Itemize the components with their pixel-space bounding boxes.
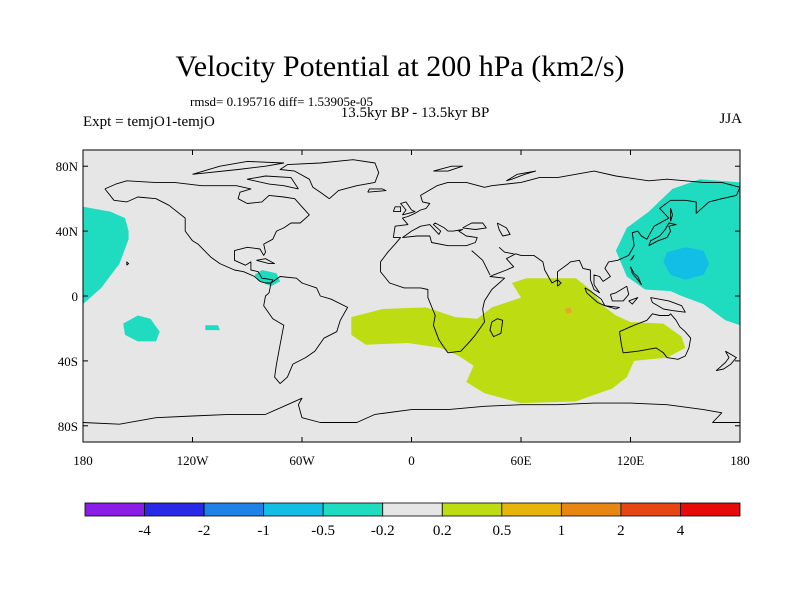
colorbar-label: 2	[617, 523, 625, 539]
borneo-coast	[609, 285, 630, 302]
afro-eurasia-coast	[380, 170, 741, 354]
contour-regions	[83, 179, 740, 404]
region-western-pacific-core	[663, 247, 709, 280]
colorbar-swatch	[263, 502, 324, 517]
region-north-pacific-negative	[83, 206, 129, 305]
colorbar-swatch	[322, 502, 384, 517]
colorbar-label: -0.5	[311, 523, 335, 539]
british-isles-coast	[400, 201, 416, 216]
mediterranean-coast	[402, 222, 478, 247]
philippines-coast	[630, 266, 642, 286]
sakhalin-coast	[670, 207, 673, 222]
region-south-atlantic-indian-positive	[351, 278, 686, 404]
antarctica-coast	[82, 397, 740, 425]
y-tick-label: 0	[72, 289, 79, 304]
x-tick-label: 60W	[289, 453, 315, 468]
x-tick-label: 180	[73, 453, 93, 468]
novaya-zemlya-coast	[506, 170, 537, 182]
x-tick-label: 60E	[511, 453, 532, 468]
experiment-label: Expt = temjO1-temjO	[83, 114, 215, 130]
madagascar-coast	[489, 318, 504, 338]
coastlines	[82, 159, 741, 425]
x-tick-label: 180	[730, 453, 750, 468]
caspian-coast	[496, 222, 511, 237]
y-tick-label: 40N	[56, 224, 79, 239]
sea-islands-coast	[628, 297, 639, 305]
axis-ticks: 80N 40N 0 40S 80S 180 120W 60W 0 60E 120E 180	[56, 150, 750, 468]
y-tick-label: 80S	[58, 419, 78, 434]
baffin-coast	[246, 175, 299, 190]
svalbard-coast	[433, 165, 464, 172]
ireland-coast	[392, 206, 402, 213]
y-tick-label: 40S	[58, 354, 78, 369]
colorbar-swatch	[84, 502, 145, 517]
north-america-coast	[104, 180, 310, 284]
region-central-america-negative	[254, 270, 281, 287]
colorbar-swatch	[501, 502, 562, 517]
colorbar-swatch	[680, 502, 741, 517]
colorbar-label: 0.2	[433, 523, 452, 539]
colorbar-swatch	[441, 502, 503, 517]
arctic-islands-coast	[192, 160, 285, 175]
colorbar-label: 1	[558, 523, 566, 539]
colorbar: -4 -2 -1 -0.5 -0.2 0.2 0.5 1 2 4	[84, 502, 741, 539]
australia-coast	[619, 313, 692, 360]
colorbar-label: 4	[677, 523, 685, 539]
red-sea-coast	[471, 250, 491, 276]
colorbar-swatch	[144, 502, 205, 517]
hawaii-coast	[126, 261, 130, 266]
persian-gulf-coast	[498, 246, 514, 255]
new-zealand-coast	[715, 350, 737, 372]
stats-text: rmsd= 0.195716 diff= 1.53905e-05	[190, 94, 374, 109]
chart-subtitle: 13.5kyr BP - 13.5kyr BP	[340, 105, 490, 121]
colorbar-swatch	[560, 502, 622, 517]
greenland-coast	[279, 159, 380, 200]
region-south-pacific-negative-1	[123, 315, 160, 342]
iceland-coast	[367, 188, 387, 193]
japan-coast	[648, 222, 677, 247]
colorbar-swatch	[620, 502, 681, 517]
colorbar-swatch	[382, 502, 443, 517]
java-coast	[604, 305, 620, 310]
colorbar-label: 0.5	[492, 523, 511, 539]
x-tick-label: 120W	[177, 453, 210, 468]
chart-title: Velocity Potential at 200 hPa (km2/s)	[175, 50, 625, 83]
colorbar-label: -1	[257, 523, 270, 539]
colorbar-label: -0.2	[371, 523, 395, 539]
new-guinea-coast	[650, 297, 686, 313]
region-south-pacific-negative-2	[205, 325, 220, 331]
sri-lanka-coast	[557, 279, 562, 287]
black-sea-coast	[462, 222, 487, 230]
south-america-coast	[263, 276, 349, 385]
colorbar-label: -4	[138, 523, 151, 539]
region-indian-ocean-positive-spot	[564, 307, 573, 314]
colorbar-label: -2	[198, 523, 211, 539]
colorbar-swatch	[203, 502, 265, 517]
x-tick-label: 0	[408, 453, 415, 468]
map-frame	[83, 150, 740, 442]
cuba-coast	[256, 258, 276, 265]
y-tick-label: 80N	[56, 159, 79, 174]
x-tick-label: 120E	[617, 453, 645, 468]
season-label: JJA	[719, 111, 742, 127]
taiwan-coast	[630, 254, 635, 261]
